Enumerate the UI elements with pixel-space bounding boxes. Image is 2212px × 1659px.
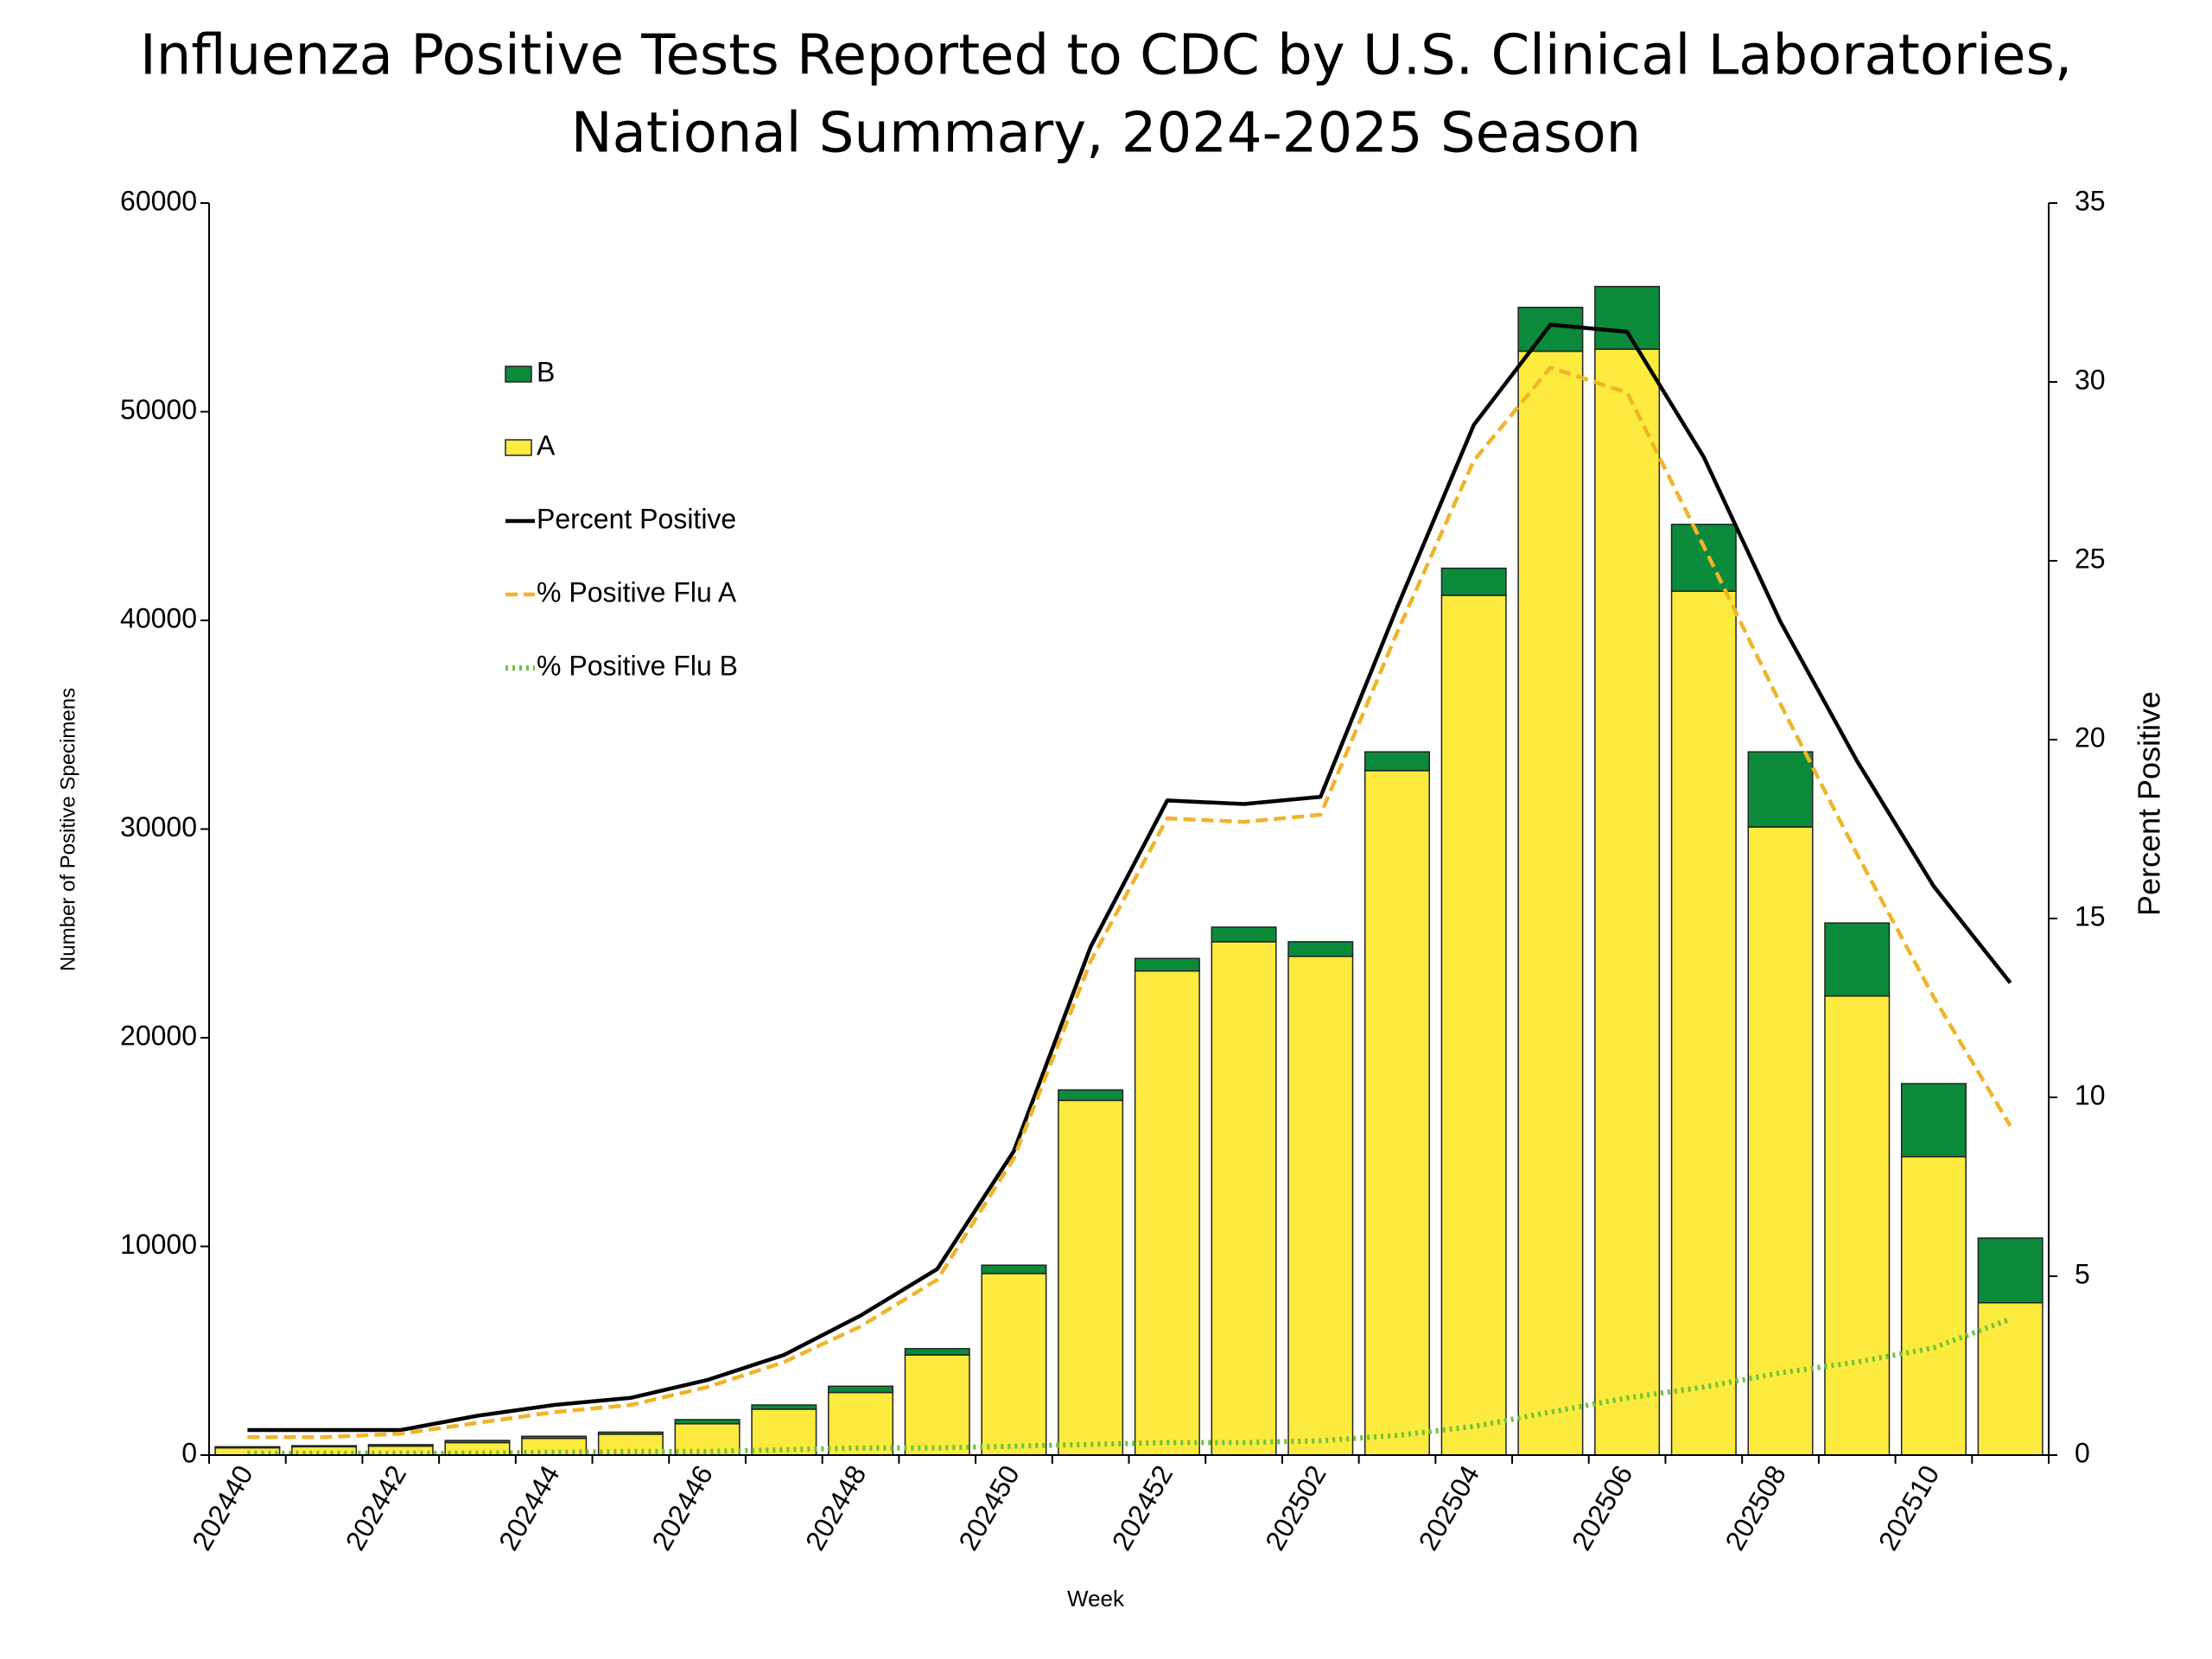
bar-segment — [1747, 751, 1814, 828]
y2-tick-label: 0 — [2075, 1437, 2090, 1468]
bar-segment — [367, 1444, 434, 1447]
y2-axis-title: Percent Positive — [2132, 691, 2167, 916]
x-axis-title: Week — [1067, 1586, 1125, 1611]
bar-segment — [751, 1408, 817, 1456]
bar-segment — [1517, 350, 1584, 1456]
bar-segment — [828, 1391, 894, 1456]
y2-tick-label: 15 — [2075, 900, 2106, 931]
bar-segment — [1440, 567, 1507, 596]
legend-swatch — [505, 439, 532, 456]
y2-tick-label: 20 — [2075, 721, 2106, 753]
bar-segment — [1440, 594, 1507, 1456]
bar-segment — [751, 1404, 817, 1410]
y-tick-label: 60000 — [120, 185, 197, 216]
y-tick-label: 20000 — [120, 1020, 197, 1051]
bar-segment — [1900, 1155, 1967, 1456]
bar-segment — [1900, 1083, 1967, 1158]
line-series — [247, 322, 2012, 1433]
y2-tick-label: 5 — [2075, 1258, 2090, 1289]
y-tick-label: 40000 — [120, 602, 197, 633]
bar-segment — [828, 1385, 894, 1394]
bar-segment — [444, 1440, 511, 1444]
bar-segment — [1977, 1237, 2044, 1304]
bar-segment — [1287, 941, 1354, 957]
bar-segment — [1594, 285, 1661, 350]
bar-segment — [904, 1354, 970, 1456]
bar-segment — [1134, 969, 1200, 1456]
chart-title: Influenza Positive Tests Reported to CDC… — [140, 24, 2072, 88]
bar-segment — [1058, 1089, 1124, 1102]
bar-segment — [1670, 524, 1737, 592]
bar-segment — [1824, 995, 1891, 1456]
bar-segment — [1824, 922, 1891, 997]
y2-tick-label: 30 — [2075, 364, 2106, 395]
bar-segment — [904, 1348, 970, 1356]
bar-segment — [521, 1435, 588, 1440]
bar-segment — [1134, 957, 1200, 972]
y-tick-label: 0 — [181, 1437, 197, 1468]
bar-segment — [981, 1264, 1047, 1274]
legend-label: % Positive Flu B — [537, 650, 738, 681]
legend-label: B — [537, 356, 555, 387]
chart-title: National Summary, 2024-2025 Season — [571, 102, 1641, 166]
bar-segment — [1594, 348, 1661, 1456]
bar-segment — [1211, 926, 1277, 943]
bar-segment — [1670, 590, 1737, 1456]
y-tick-label: 10000 — [120, 1229, 197, 1260]
y-tick-label: 50000 — [120, 394, 197, 425]
bar-segment — [214, 1446, 281, 1449]
y-tick-label: 30000 — [120, 811, 197, 842]
bar-segment — [674, 1423, 741, 1456]
bar-segment — [1058, 1099, 1124, 1456]
bar-segment — [1747, 826, 1814, 1456]
y2-tick-label: 25 — [2075, 543, 2106, 574]
line-series — [247, 365, 2012, 1440]
y-axis-title: Number of Positive Specimens — [56, 688, 79, 971]
bar-segment — [1517, 307, 1584, 353]
legend-swatch — [505, 365, 532, 383]
bar-segment — [597, 1431, 664, 1435]
legend-label: A — [537, 429, 556, 461]
legend-label: % Positive Flu A — [537, 576, 737, 607]
bar-segment — [674, 1419, 741, 1425]
bar-segment — [1211, 941, 1277, 1456]
y2-tick-label: 10 — [2075, 1079, 2106, 1110]
bar-segment — [1287, 956, 1354, 1456]
legend-label: Percent Positive — [537, 503, 736, 534]
y2-tick-label: 35 — [2075, 185, 2106, 216]
line-series — [247, 1316, 2012, 1456]
bar-segment — [1363, 770, 1430, 1456]
bar-segment — [981, 1273, 1047, 1456]
bar-segment — [1363, 751, 1430, 772]
bar-segment — [1977, 1301, 2044, 1456]
